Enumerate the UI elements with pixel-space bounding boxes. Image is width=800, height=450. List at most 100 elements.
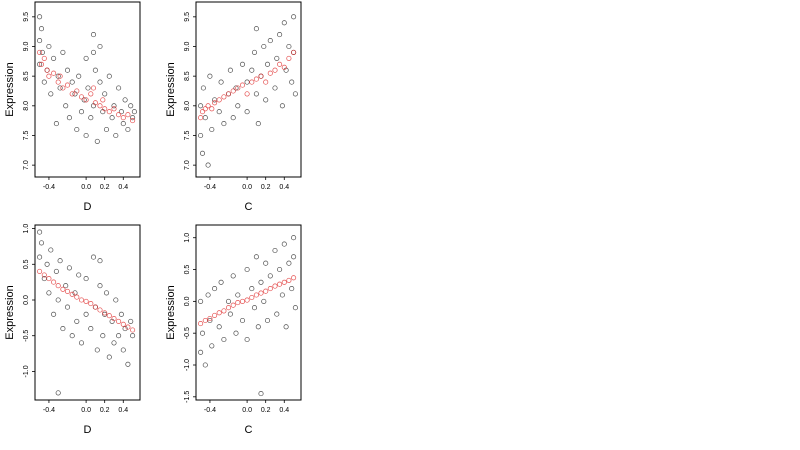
data-point (233, 330, 239, 336)
data-point (291, 49, 297, 55)
data-point (218, 279, 224, 285)
data-point (261, 298, 267, 304)
data-point (199, 330, 206, 336)
y-tick-label: -1.5 (184, 391, 191, 403)
y-tick-label: -1.0 (184, 359, 191, 371)
data-point (225, 91, 232, 97)
x-tick-label: 0.2 (100, 407, 110, 414)
scatter-panel-4: -0.4 0.0 0.2 0.4 -1.5 -1.0 -0.5 0.0 0.5 1.0 C Expre… (165, 224, 302, 436)
x-tick-label: 0.0 (81, 184, 91, 191)
data-point (263, 79, 269, 85)
data-point (102, 106, 108, 112)
data-point (289, 79, 295, 85)
data-point (53, 121, 59, 127)
data-point (60, 326, 66, 332)
x-axis-label: D (84, 424, 92, 436)
data-point (286, 43, 292, 50)
data-point (94, 138, 100, 144)
plot-frame (34, 224, 141, 401)
series-2 (198, 49, 297, 121)
y-tick-label: 8.5 (23, 71, 30, 81)
data-point (106, 354, 112, 360)
data-point (274, 55, 280, 61)
data-point (55, 297, 61, 303)
data-point (244, 79, 250, 85)
data-point (78, 340, 85, 346)
series-2 (37, 49, 136, 124)
y-tick-label: 9.5 (23, 12, 30, 22)
data-point (100, 97, 106, 103)
y-tick-label: 1.0 (23, 224, 30, 234)
data-point (69, 91, 75, 97)
data-point (48, 247, 54, 253)
data-point (198, 103, 204, 109)
y-tick-label: 9.5 (184, 12, 191, 22)
data-point (239, 61, 246, 67)
data-point (202, 362, 208, 368)
data-point (130, 333, 136, 339)
data-point (113, 297, 119, 303)
data-point (267, 286, 273, 292)
data-point (116, 333, 122, 339)
data-point (88, 91, 94, 97)
data-point (41, 55, 47, 61)
y-tick-label: 0.5 (23, 259, 30, 269)
data-point (289, 286, 295, 292)
data-point (64, 67, 71, 73)
x-axis-label: C (245, 424, 253, 436)
y-tick-label: 7.0 (23, 160, 30, 170)
data-point (120, 347, 126, 353)
data-point (120, 321, 126, 327)
y-tick-label: -1.0 (23, 365, 30, 377)
data-point (69, 79, 75, 85)
data-point (125, 112, 131, 118)
data-point (63, 103, 69, 109)
plot-frame (195, 1, 302, 178)
data-point (251, 49, 258, 55)
data-point (258, 290, 264, 296)
data-point (253, 254, 259, 260)
series-2 (198, 275, 297, 327)
y-tick-label: 0.0 (23, 295, 30, 305)
data-point (125, 126, 131, 133)
data-point (111, 340, 117, 346)
y-tick-label: 0.5 (184, 265, 191, 275)
data-point (128, 318, 134, 324)
data-point (37, 61, 43, 67)
x-axis-label: C (245, 201, 253, 213)
data-point (272, 283, 278, 289)
data-point (78, 297, 85, 303)
data-point (46, 73, 52, 79)
data-point (230, 88, 236, 94)
data-point (227, 311, 233, 317)
data-point (97, 103, 103, 109)
data-point (230, 115, 236, 121)
data-point (69, 291, 75, 297)
data-point (83, 276, 89, 282)
x-tick-label: 0.0 (242, 407, 252, 414)
x-tick-label: -0.4 (204, 184, 216, 191)
data-point (221, 121, 227, 127)
data-point (239, 317, 246, 324)
data-point (244, 297, 250, 303)
data-point (37, 49, 43, 55)
data-point (272, 247, 278, 254)
data-point (253, 26, 259, 32)
y-tick-label: -0.5 (184, 327, 191, 339)
data-point (41, 79, 47, 85)
series-1 (37, 229, 136, 396)
data-point (277, 61, 283, 67)
series-1 (37, 14, 137, 144)
data-point (274, 311, 280, 317)
data-point (38, 240, 45, 246)
data-point (216, 324, 222, 330)
data-point (267, 273, 273, 279)
data-point (258, 391, 264, 397)
data-point (207, 315, 213, 322)
data-point (88, 301, 94, 307)
data-point (198, 321, 204, 327)
x-tick-label: 0.2 (100, 184, 110, 191)
y-tick-label: 7.5 (23, 131, 30, 141)
data-point (55, 79, 61, 85)
data-point (83, 311, 89, 317)
